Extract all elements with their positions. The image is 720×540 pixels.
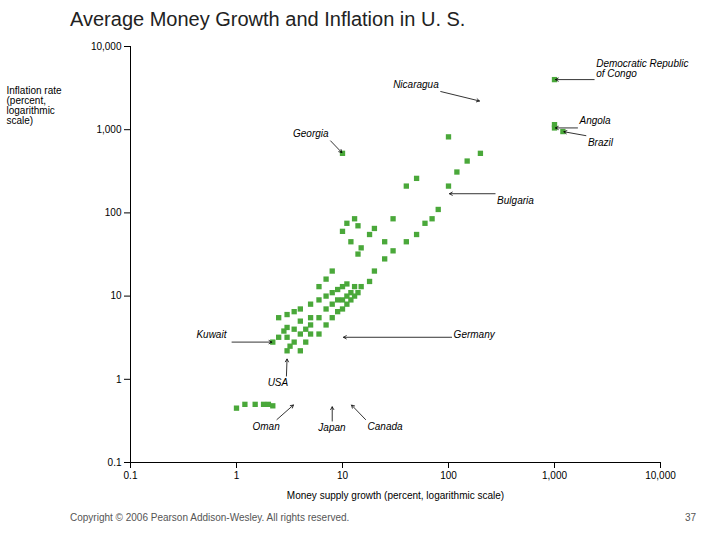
svg-text:Canada: Canada bbox=[368, 421, 403, 432]
svg-text:Inflation rate(percent,logarit: Inflation rate(percent,logarithmicscale) bbox=[7, 85, 62, 126]
svg-text:1: 1 bbox=[234, 470, 240, 481]
svg-text:1,000: 1,000 bbox=[542, 470, 567, 481]
svg-text:0.1: 0.1 bbox=[108, 457, 122, 468]
svg-text:Democratic Republicof Congo: Democratic Republicof Congo bbox=[596, 58, 688, 79]
svg-text:Bulgaria: Bulgaria bbox=[497, 195, 534, 206]
svg-text:10,000: 10,000 bbox=[91, 41, 122, 52]
svg-text:Georgia: Georgia bbox=[293, 128, 329, 139]
svg-text:Kuwait: Kuwait bbox=[196, 329, 227, 340]
svg-text:Brazil: Brazil bbox=[588, 137, 614, 148]
svg-text:Money supply growth (percent,: Money supply growth (percent, logarithmi… bbox=[287, 490, 504, 501]
svg-text:1: 1 bbox=[116, 374, 122, 385]
svg-text:Nicaragua: Nicaragua bbox=[393, 79, 439, 90]
svg-text:Germany: Germany bbox=[454, 329, 496, 340]
svg-text:0.1: 0.1 bbox=[124, 470, 138, 481]
svg-text:1,000: 1,000 bbox=[96, 124, 121, 135]
svg-text:100: 100 bbox=[440, 470, 457, 481]
svg-text:Angola: Angola bbox=[579, 115, 612, 126]
svg-text:10,000: 10,000 bbox=[645, 470, 676, 481]
svg-text:10: 10 bbox=[110, 290, 122, 301]
html-text:Copyright © 2006 Pearson Addis: Copyright © 2006 Pearson Addison-Wesley.… bbox=[70, 512, 350, 523]
svg-text:Oman: Oman bbox=[253, 421, 281, 432]
svg-text:10: 10 bbox=[337, 470, 349, 481]
html-text:37: 37 bbox=[684, 512, 696, 523]
svg-text:USA: USA bbox=[268, 377, 289, 388]
svg-text:Japan: Japan bbox=[317, 422, 346, 433]
svg-text:100: 100 bbox=[105, 207, 122, 218]
html-text:Average Money Growth and Infla: Average Money Growth and Inflation in U.… bbox=[70, 8, 466, 30]
